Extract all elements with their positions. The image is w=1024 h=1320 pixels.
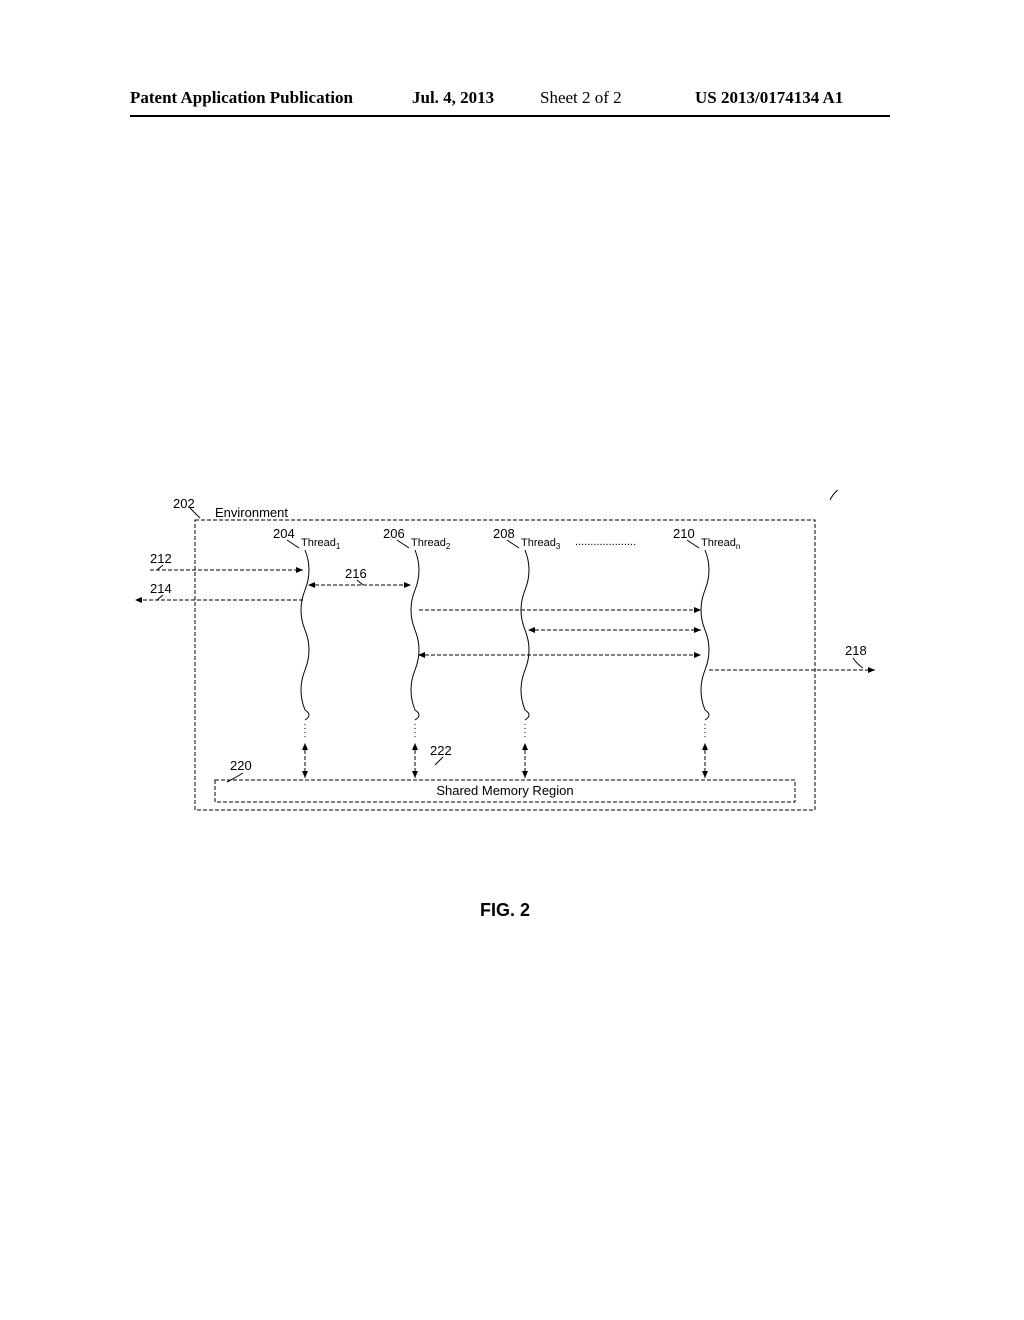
ref-200: 200 — [850, 490, 872, 493]
ref-216: 216 — [345, 566, 367, 581]
thread-line — [701, 550, 709, 720]
header-left: Patent Application Publication — [130, 88, 353, 108]
ref-202: 202 — [173, 496, 195, 511]
header-date: Jul. 4, 2013 — [412, 88, 494, 108]
figure-caption: FIG. 2 — [480, 900, 530, 921]
ref-212: 212 — [150, 551, 172, 566]
ref-222: 222 — [430, 743, 452, 758]
thread-ref: 204 — [273, 526, 295, 541]
header-sheet: Sheet 2 of 2 — [540, 88, 622, 108]
thread-line — [521, 550, 529, 720]
environment-box — [195, 520, 815, 810]
thread-ref: 210 — [673, 526, 695, 541]
thread-label: Thread1 — [301, 537, 341, 551]
thread-label: Thread3 — [521, 537, 561, 551]
header-pubno: US 2013/0174134 A1 — [695, 88, 843, 108]
thread-label: Thread2 — [411, 537, 451, 551]
environment-label: Environment — [215, 505, 288, 520]
thread-ref: 206 — [383, 526, 405, 541]
figure-2-diagram: 200 Environment 202 204 Thread1 206 Thread2… — [135, 490, 895, 850]
thread-line — [301, 550, 309, 720]
thread-line — [411, 550, 419, 720]
threads: 204 Thread1 206 Thread2 208 Thread3 210 Threadn — [273, 526, 740, 720]
header-rule — [130, 115, 890, 117]
ref-220: 220 — [230, 758, 252, 773]
ref-214: 214 — [150, 581, 172, 596]
thread-label: Threadn — [701, 537, 740, 551]
ref-218: 218 — [845, 643, 867, 658]
thread-ref: 208 — [493, 526, 515, 541]
shared-memory-label: Shared Memory Region — [436, 783, 573, 798]
page: Patent Application Publication Jul. 4, 2… — [0, 0, 1024, 1320]
thread-ellipsis: .................... — [575, 536, 636, 548]
